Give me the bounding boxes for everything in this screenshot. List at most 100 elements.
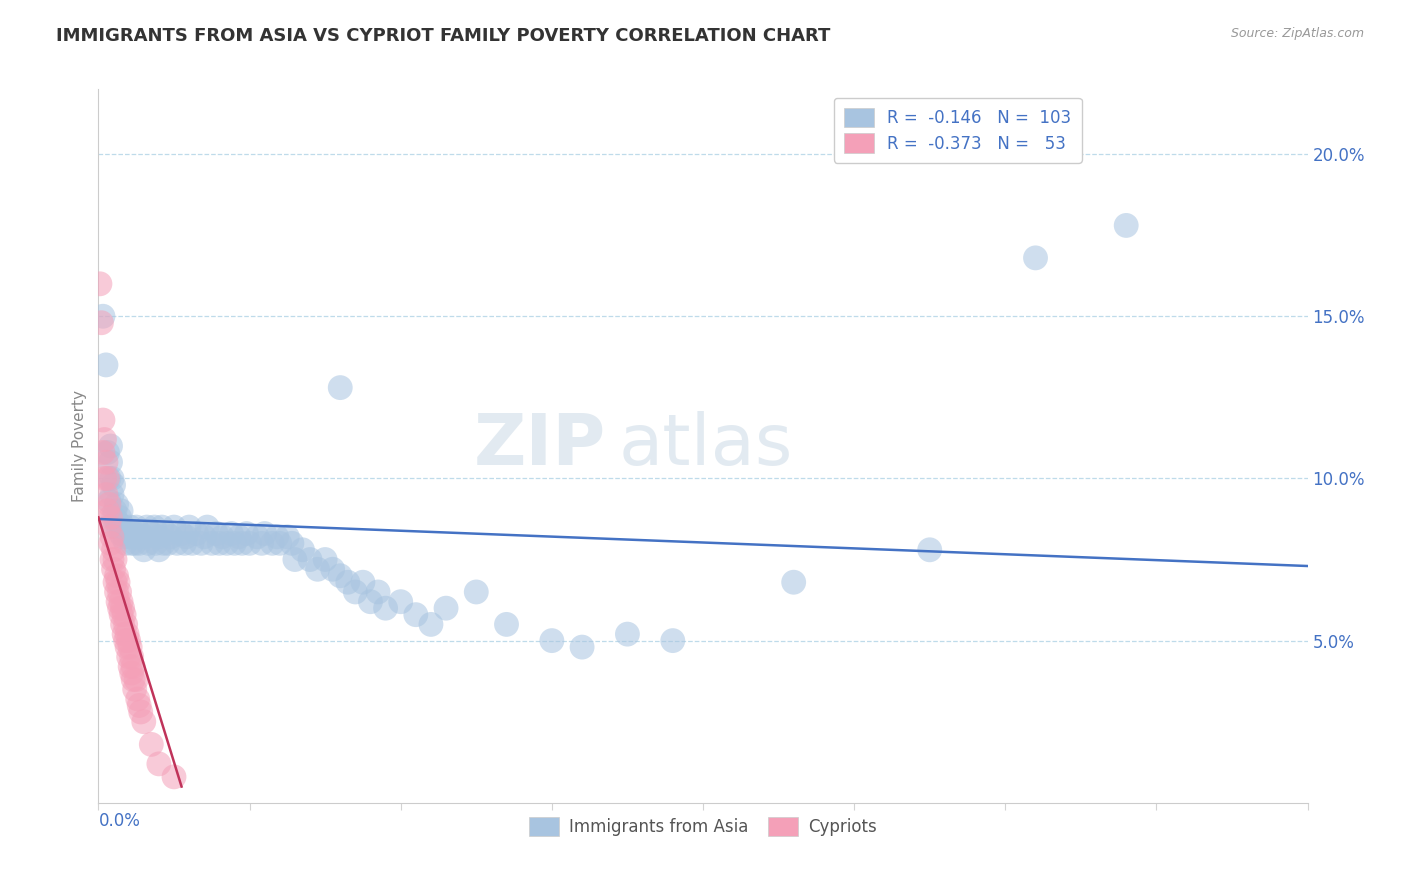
Point <box>250 536 273 550</box>
Point <box>299 552 322 566</box>
Point <box>101 488 124 502</box>
Point <box>374 601 396 615</box>
Point <box>125 673 148 687</box>
Point <box>208 536 231 550</box>
Point <box>128 698 150 713</box>
Point <box>228 530 250 544</box>
Point <box>150 520 173 534</box>
Point <box>127 692 149 706</box>
Point <box>121 649 143 664</box>
Point <box>107 520 129 534</box>
Point <box>90 316 112 330</box>
Point <box>100 536 122 550</box>
Point <box>103 562 125 576</box>
Point <box>112 607 135 622</box>
Point <box>281 536 304 550</box>
Point <box>148 756 170 771</box>
Point <box>105 585 128 599</box>
Point <box>128 536 150 550</box>
Point <box>420 617 443 632</box>
Point <box>156 536 179 550</box>
Point <box>120 520 142 534</box>
Point <box>122 659 145 673</box>
Point <box>132 542 155 557</box>
Point <box>190 536 212 550</box>
Point <box>110 526 132 541</box>
Point <box>105 497 128 511</box>
Point <box>127 530 149 544</box>
Point <box>104 575 127 590</box>
Point <box>344 585 367 599</box>
Point <box>201 536 224 550</box>
Point <box>98 497 121 511</box>
Point <box>98 494 121 508</box>
Point <box>124 682 146 697</box>
Point <box>122 673 145 687</box>
Point <box>101 530 124 544</box>
Point <box>314 552 336 566</box>
Point <box>93 471 115 485</box>
Point <box>121 666 143 681</box>
Point <box>101 471 124 485</box>
Point <box>115 526 138 541</box>
Point <box>132 530 155 544</box>
Point <box>93 433 115 447</box>
Point <box>276 530 298 544</box>
Point <box>98 471 121 485</box>
Point <box>94 455 117 469</box>
Point <box>112 520 135 534</box>
Point <box>291 542 314 557</box>
Point <box>661 633 683 648</box>
Point <box>495 617 517 632</box>
Point <box>120 659 142 673</box>
Point <box>124 536 146 550</box>
Point <box>405 607 427 622</box>
Point <box>129 526 152 541</box>
Point <box>307 562 329 576</box>
Point <box>110 607 132 622</box>
Point <box>100 439 122 453</box>
Point <box>115 627 138 641</box>
Text: Source: ZipAtlas.com: Source: ZipAtlas.com <box>1230 27 1364 40</box>
Point <box>103 478 125 492</box>
Point <box>336 575 359 590</box>
Point <box>89 277 111 291</box>
Point <box>100 455 122 469</box>
Point <box>434 601 457 615</box>
Point <box>108 601 131 615</box>
Point <box>118 530 141 544</box>
Point <box>329 568 352 582</box>
Point <box>262 536 284 550</box>
Point <box>91 310 114 324</box>
Point <box>160 530 183 544</box>
Y-axis label: Family Poverty: Family Poverty <box>72 390 87 502</box>
Point <box>91 413 114 427</box>
Point <box>246 530 269 544</box>
Point <box>111 617 134 632</box>
Point <box>110 595 132 609</box>
Point <box>103 510 125 524</box>
Point <box>224 536 246 550</box>
Point <box>918 542 941 557</box>
Point <box>540 633 562 648</box>
Point <box>193 530 215 544</box>
Point <box>135 520 157 534</box>
Point <box>112 627 135 641</box>
Point <box>329 381 352 395</box>
Point <box>389 595 412 609</box>
Point <box>181 536 204 550</box>
Point <box>129 705 152 719</box>
Point <box>235 526 257 541</box>
Legend: Immigrants from Asia, Cypriots: Immigrants from Asia, Cypriots <box>520 808 886 845</box>
Point <box>118 649 141 664</box>
Point <box>155 526 177 541</box>
Point <box>107 575 129 590</box>
Text: atlas: atlas <box>619 411 793 481</box>
Point <box>174 530 197 544</box>
Point <box>141 738 163 752</box>
Point <box>266 530 288 544</box>
Point <box>211 530 233 544</box>
Point <box>100 510 122 524</box>
Point <box>205 526 228 541</box>
Point <box>231 536 253 550</box>
